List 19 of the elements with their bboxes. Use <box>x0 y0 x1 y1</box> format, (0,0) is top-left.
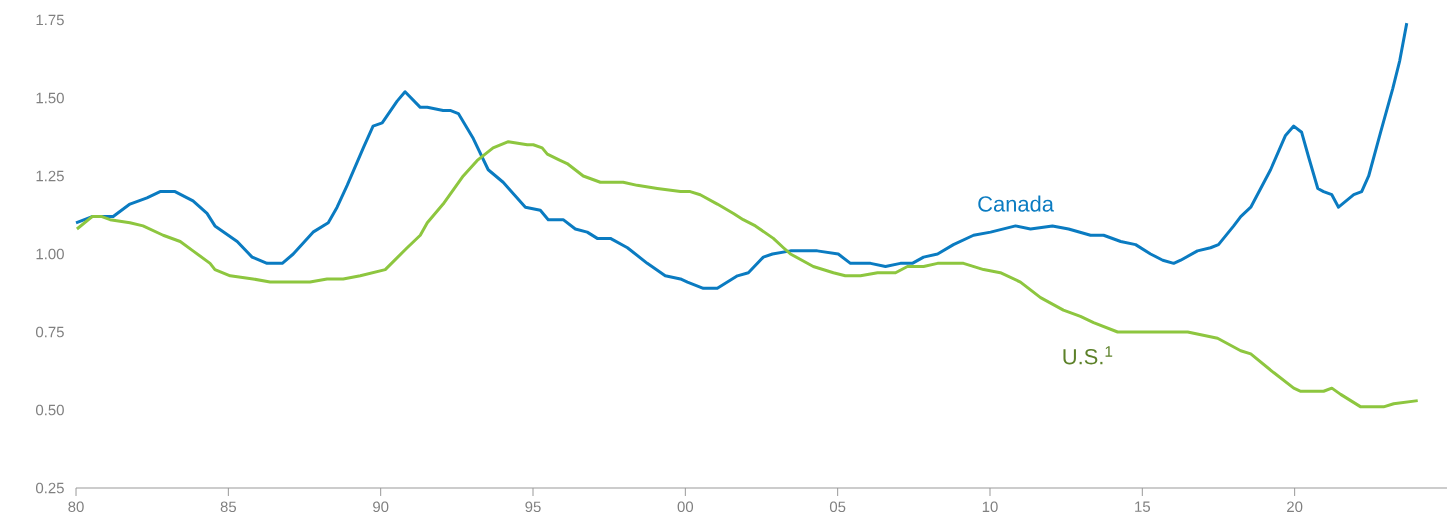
x-tick-label: 15 <box>1135 501 1151 512</box>
x-tick-label: 90 <box>373 501 389 513</box>
x-tick-label: 20 <box>1287 501 1303 513</box>
line-series <box>74 21 1409 290</box>
y-tick-label: 0.50 <box>35 404 64 416</box>
x-tick-label: 95 <box>525 501 541 513</box>
y-tick-label: 1.25 <box>36 170 64 182</box>
y-tick-label: 1.50 <box>36 92 64 104</box>
x-tick-label: 80 <box>68 501 84 513</box>
y-tick-label: 0.25 <box>35 482 64 494</box>
y-tick-label: 0.75 <box>35 326 64 338</box>
y-tick-label: 1.00 <box>36 248 64 260</box>
series-label: Canada <box>978 195 1054 212</box>
x-tick-label: 85 <box>220 501 237 513</box>
y-tick-label: 1.75 <box>36 14 64 26</box>
series-label: U.S.$^{1}$ <box>1063 346 1113 365</box>
x-tick-label: 00 <box>677 501 694 513</box>
x-tick-label: 10 <box>982 501 998 513</box>
x-tick-label: 05 <box>829 501 846 513</box>
